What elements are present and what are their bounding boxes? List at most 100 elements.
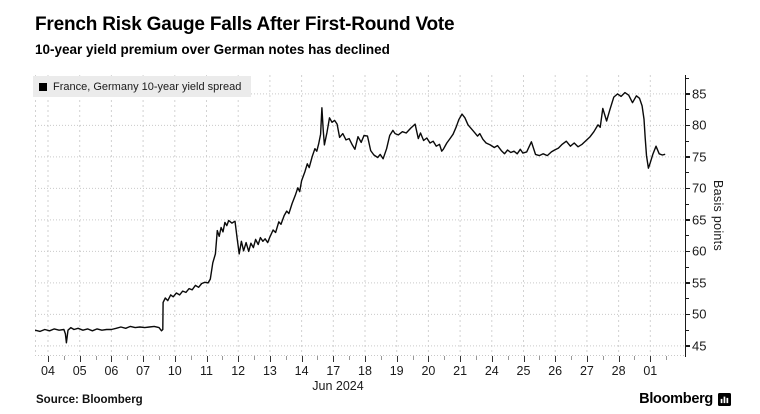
y-axis-minor-tick (685, 266, 689, 268)
y-axis-minor-tick (685, 77, 689, 79)
x-axis-major-tick (365, 356, 366, 362)
y-tick-label: 55 (692, 275, 707, 291)
bloomberg-terminal-icon (718, 392, 731, 406)
y-axis-minor-tick (685, 109, 689, 111)
y-axis-line (685, 75, 686, 357)
y-axis-major-tick (685, 93, 690, 95)
x-axis-minor-tick (222, 356, 224, 360)
x-axis-major-tick (555, 356, 557, 362)
x-axis-minor-tick (285, 356, 287, 360)
x-tick-label: 28 (611, 364, 626, 378)
y-axis-major-tick (685, 124, 690, 127)
x-axis-major-tick (650, 356, 652, 362)
x-axis-minor-tick (349, 356, 351, 360)
x-tick-label: 17 (326, 364, 341, 378)
x-tick-label: 11 (200, 364, 213, 378)
x-axis-minor-tick (475, 356, 477, 360)
x-axis-minor-tick (63, 356, 65, 360)
y-tick-label: 45 (692, 338, 707, 354)
x-axis-major-tick (491, 356, 493, 362)
y-tick-label: 70 (692, 180, 707, 196)
x-axis-major-tick (333, 356, 335, 362)
x-axis-minor-tick (634, 356, 636, 360)
x-axis-major-tick (586, 356, 588, 362)
x-tick-label: 13 (262, 364, 277, 378)
legend-series-label: France, Germany 10-year yield spread (53, 80, 242, 93)
x-axis-minor-tick (539, 356, 541, 360)
x-axis-minor-tick (412, 356, 414, 360)
line-chart-plot-area (35, 75, 685, 356)
y-axis-major-tick (685, 156, 690, 158)
x-axis-major-tick (111, 356, 113, 362)
y-axis-minor-tick (685, 203, 689, 205)
x-tick-label: 21 (453, 364, 468, 378)
y-axis-major-tick (685, 282, 690, 284)
x-axis-minor-tick (444, 356, 446, 360)
y-tick-label: 50 (692, 306, 707, 322)
x-tick-label: 24 (484, 364, 499, 378)
x-axis-minor-tick (127, 356, 129, 360)
x-axis-minor-tick (571, 356, 573, 360)
x-axis-major-tick (460, 356, 462, 362)
y-axis-major-tick (685, 345, 690, 347)
chart-canvas (35, 75, 685, 356)
y-axis-minor-tick (685, 172, 689, 174)
x-axis-major-tick (206, 356, 208, 362)
x-axis-major-tick (523, 356, 525, 362)
y-axis-major-tick (685, 313, 690, 316)
x-axis-minor-tick (380, 356, 382, 360)
y-tick-label: 60 (692, 243, 707, 259)
x-tick-label: 04 (41, 364, 55, 378)
x-tick-label: 10 (167, 364, 182, 378)
y-axis-minor-tick (685, 329, 689, 331)
y-tick-label: 75 (692, 149, 707, 165)
x-tick-label: 25 (516, 364, 531, 378)
x-axis-month-label: Jun 2024 (312, 379, 364, 393)
source-note: Source: Bloomberg (36, 394, 143, 406)
x-tick-label: 19 (389, 364, 404, 378)
x-tick-label: 06 (104, 364, 119, 378)
x-tick-label: 20 (421, 364, 436, 378)
x-axis-minor-tick (190, 356, 192, 360)
x-axis-minor-tick (158, 356, 160, 360)
y-axis-major-tick (685, 187, 690, 190)
x-tick-label: 14 (294, 364, 309, 378)
x-axis-minor-tick (317, 356, 319, 360)
y-axis-major-tick (685, 250, 690, 253)
y-axis-minor-tick (685, 235, 689, 237)
legend: France, Germany 10-year yield spread (33, 76, 252, 97)
x-axis-major-tick (269, 356, 271, 362)
x-tick-label: 26 (548, 364, 563, 378)
x-axis-minor-tick (666, 356, 668, 360)
x-axis-major-tick (143, 356, 145, 362)
x-axis-major-tick (301, 356, 303, 362)
x-axis-major-tick (48, 356, 49, 362)
bloomberg-logo-text: Bloomberg (639, 391, 713, 407)
x-tick-label: 12 (231, 364, 246, 378)
x-axis-minor-tick (507, 356, 509, 360)
y-tick-label: 80 (692, 117, 707, 133)
x-axis-major-tick (618, 356, 620, 362)
spread-series-line (35, 91, 666, 344)
x-axis-minor-tick (254, 356, 256, 360)
y-axis-major-tick (685, 219, 690, 221)
x-axis-major-tick (396, 356, 398, 362)
legend-series-marker-icon (39, 82, 47, 91)
y-tick-label: 65 (692, 212, 707, 228)
x-tick-label: 18 (358, 364, 372, 378)
y-axis-title: Basis points (711, 180, 725, 251)
x-tick-label: 27 (579, 364, 594, 378)
y-axis-minor-tick (685, 298, 689, 300)
x-axis-major-tick (174, 356, 176, 362)
chart-title: French Risk Gauge Falls After First-Roun… (35, 14, 455, 35)
x-axis-major-tick (79, 356, 81, 362)
x-axis-minor-tick (602, 356, 604, 360)
x-axis-major-tick (428, 356, 430, 362)
x-axis-major-tick (238, 356, 240, 362)
bloomberg-logo: Bloomberg (639, 391, 731, 407)
x-axis-minor-tick (95, 356, 97, 360)
x-tick-label: 07 (136, 364, 151, 378)
y-axis-minor-tick (685, 140, 689, 142)
x-tick-label: 01 (643, 364, 658, 378)
